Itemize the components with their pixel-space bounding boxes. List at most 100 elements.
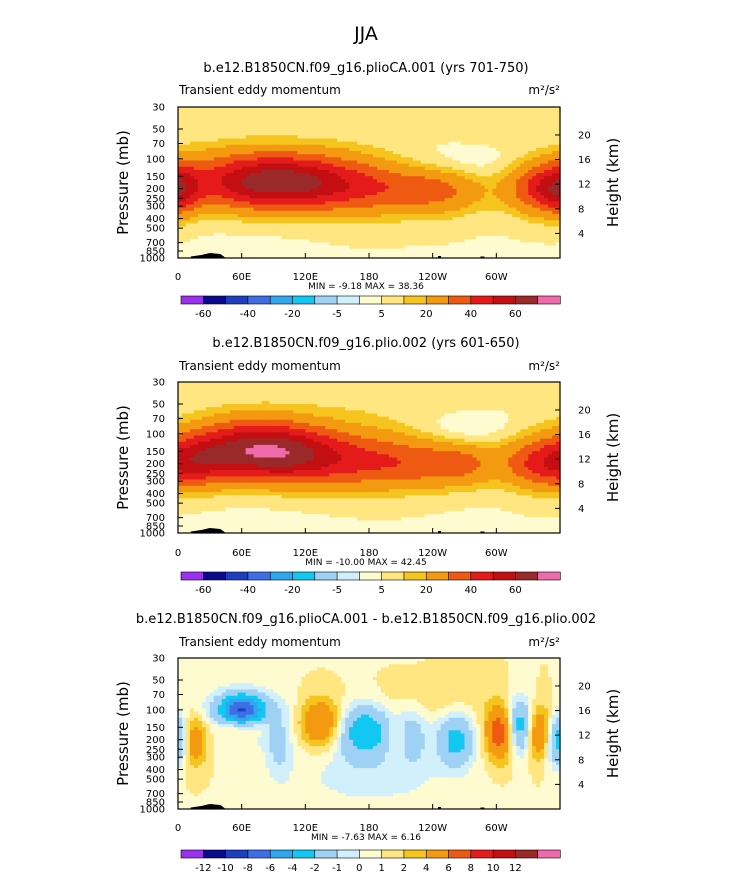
contour-cell bbox=[281, 110, 287, 114]
contour-cell bbox=[209, 182, 215, 187]
contour-cell bbox=[372, 166, 378, 171]
contour-cell bbox=[213, 213, 219, 218]
contour-cell bbox=[456, 220, 462, 224]
contour-cell bbox=[524, 388, 529, 393]
contour-cell bbox=[225, 166, 231, 171]
contour-cell bbox=[261, 160, 267, 165]
contour-cell bbox=[281, 191, 287, 196]
contour-cell bbox=[361, 188, 366, 193]
contour-cell bbox=[536, 179, 541, 184]
contour-cell bbox=[408, 132, 414, 136]
contour-cell bbox=[528, 138, 533, 143]
contour-cell bbox=[325, 254, 330, 259]
contour-cell bbox=[548, 141, 553, 146]
contour-cell bbox=[508, 132, 513, 136]
contour-cell bbox=[365, 220, 370, 224]
contour-cell bbox=[229, 154, 235, 158]
contour-cell bbox=[245, 129, 251, 133]
contour-cell bbox=[245, 125, 251, 130]
contour-cell bbox=[456, 226, 462, 231]
contour-cell bbox=[528, 151, 533, 155]
contour-cell bbox=[404, 248, 410, 253]
contour-cell bbox=[468, 382, 474, 386]
contour-cell bbox=[460, 242, 466, 247]
contour-cell bbox=[333, 251, 338, 256]
contour-cell bbox=[285, 385, 291, 389]
contour-cell bbox=[353, 160, 358, 165]
contour-cell bbox=[380, 204, 386, 209]
contour-cell bbox=[325, 217, 330, 221]
contour-cell bbox=[269, 182, 275, 187]
contour-cell bbox=[376, 122, 382, 127]
contour-cell bbox=[400, 147, 406, 152]
contour-cell bbox=[380, 213, 386, 218]
contour-cell bbox=[181, 239, 187, 243]
contour-cell bbox=[492, 185, 497, 190]
contour-cell bbox=[464, 160, 470, 165]
contour-cell bbox=[361, 210, 366, 215]
contour-cell bbox=[241, 213, 247, 218]
contour-cell bbox=[189, 138, 195, 143]
contour-cell bbox=[552, 185, 557, 190]
contour-cell bbox=[428, 251, 434, 256]
contour-cell bbox=[392, 166, 398, 171]
contour-cell bbox=[548, 198, 553, 202]
contour-cell bbox=[181, 254, 187, 259]
contour-cell bbox=[329, 135, 334, 140]
contour-cell bbox=[532, 163, 537, 168]
contour-cell bbox=[456, 141, 462, 146]
topography bbox=[190, 253, 226, 258]
contour-cell bbox=[396, 195, 402, 199]
contour-cell bbox=[416, 138, 422, 143]
contour-cell bbox=[516, 385, 521, 389]
contour-cell bbox=[365, 232, 370, 237]
contour-cell bbox=[536, 239, 541, 243]
contour-cell bbox=[428, 122, 434, 127]
contour-cell bbox=[532, 245, 537, 250]
contour-cell bbox=[217, 182, 223, 187]
contour-cell bbox=[297, 217, 302, 221]
contour-cell bbox=[440, 132, 446, 136]
contour-cell bbox=[436, 122, 442, 127]
contour-cell bbox=[309, 204, 314, 209]
contour-cell bbox=[544, 138, 549, 143]
contour-cell bbox=[309, 176, 314, 180]
contour-cell bbox=[269, 198, 275, 202]
contour-cell bbox=[436, 229, 442, 234]
contour-cell bbox=[229, 144, 235, 149]
contour-cell bbox=[221, 132, 227, 136]
contour-cell bbox=[337, 154, 342, 158]
contour-cell bbox=[361, 169, 366, 174]
contour-cell bbox=[309, 229, 314, 234]
contour-cell bbox=[365, 129, 370, 133]
pressure-tick-label: 400 bbox=[146, 214, 165, 225]
contour-cell bbox=[448, 122, 454, 127]
contour-cell bbox=[325, 157, 330, 162]
contour-cell bbox=[372, 251, 378, 256]
contour-cell bbox=[444, 116, 450, 121]
contour-cell bbox=[380, 207, 386, 212]
contour-cell bbox=[396, 144, 402, 149]
contour-cell bbox=[424, 254, 430, 259]
contour-cell bbox=[181, 119, 187, 124]
contour-cell bbox=[472, 157, 478, 162]
contour-cell bbox=[532, 132, 537, 136]
contour-cell bbox=[365, 239, 370, 243]
contour-cell bbox=[380, 110, 386, 114]
contour-cell bbox=[544, 182, 549, 187]
contour-cell bbox=[488, 242, 493, 247]
contour-cell bbox=[376, 166, 382, 171]
contour-cell bbox=[484, 144, 489, 149]
contour-cell bbox=[472, 179, 478, 184]
contour-cell bbox=[440, 210, 446, 215]
contour-cell bbox=[456, 388, 462, 393]
contour-cell bbox=[241, 201, 247, 206]
contour-cell bbox=[189, 385, 195, 389]
contour-cell bbox=[301, 198, 306, 202]
contour-cell bbox=[253, 242, 259, 247]
contour-cell bbox=[556, 201, 561, 206]
contour-cell bbox=[209, 226, 215, 231]
contour-cell bbox=[496, 188, 501, 193]
contour-cell bbox=[512, 119, 517, 124]
contour-cell bbox=[520, 113, 525, 118]
